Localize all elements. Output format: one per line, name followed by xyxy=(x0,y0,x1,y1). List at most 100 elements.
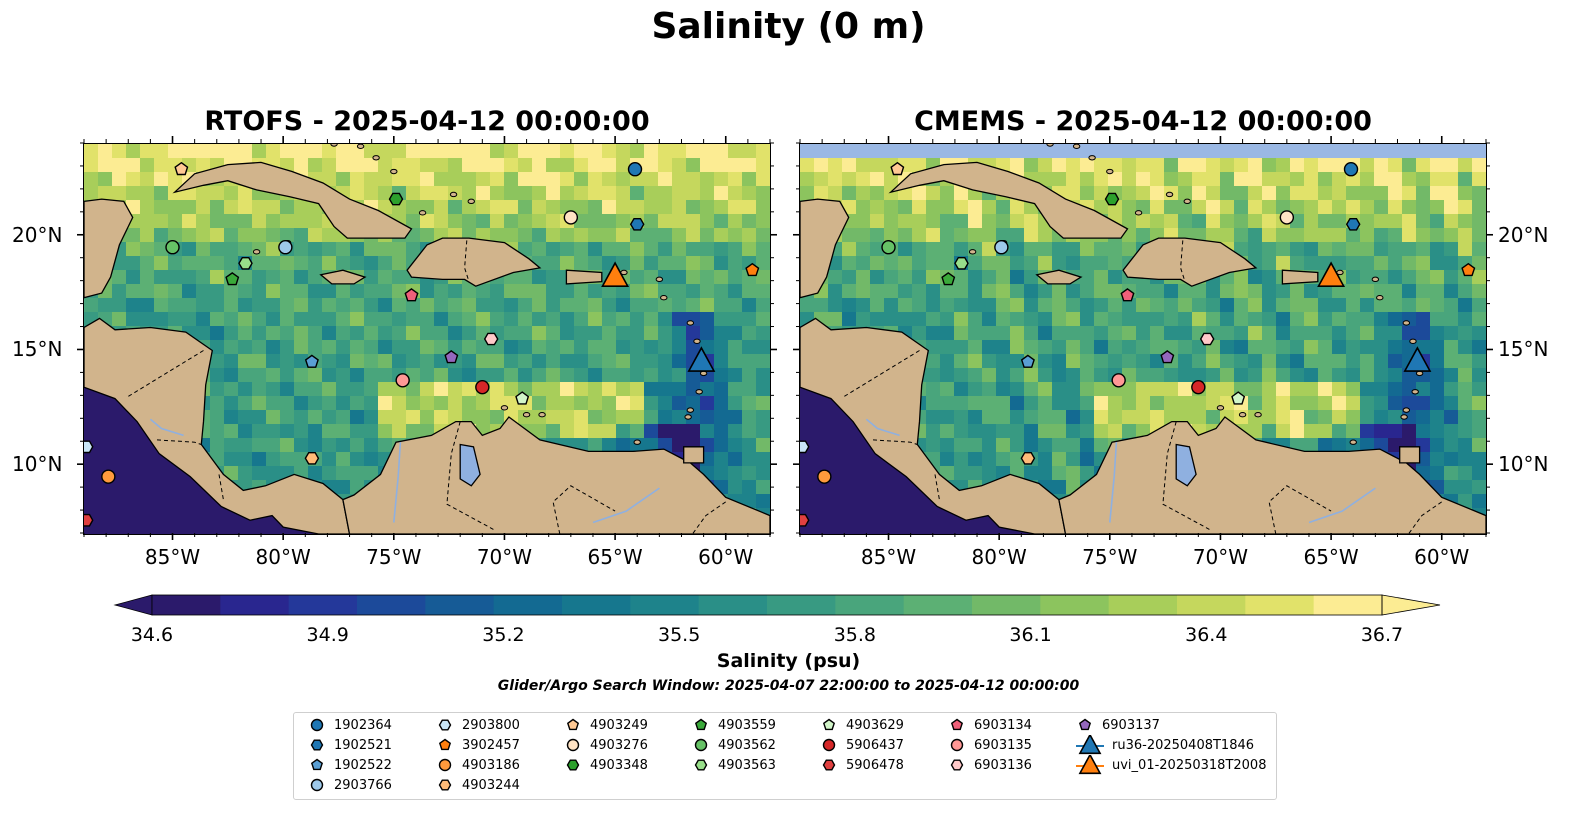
legend-marker-2903800[interactable] xyxy=(438,719,452,731)
float-marker-6903135[interactable] xyxy=(1111,373,1126,388)
legend-marker-2903766[interactable] xyxy=(310,778,324,792)
legend-marker-4903629[interactable] xyxy=(822,718,836,731)
island xyxy=(1216,405,1225,411)
legend-item: 5906478 xyxy=(820,755,904,775)
lon-tick-label: 70°W xyxy=(1192,545,1249,569)
float-marker-4903244[interactable] xyxy=(304,452,320,465)
float-marker-4903186[interactable] xyxy=(817,469,832,484)
float-marker-4903563[interactable] xyxy=(238,256,253,270)
legend-marker-5906437[interactable] xyxy=(822,738,836,752)
lon-tick-label: 80°W xyxy=(971,545,1027,569)
legend-marker-4903244[interactable] xyxy=(438,779,452,791)
float-marker-ru36-20250408T1846[interactable] xyxy=(687,346,716,372)
float-marker-4903249[interactable] xyxy=(174,161,189,176)
island xyxy=(1134,210,1143,216)
float-marker-6903136[interactable] xyxy=(483,332,499,346)
legend-marker-4903348[interactable] xyxy=(566,759,580,771)
float-marker-2903766[interactable] xyxy=(994,240,1009,255)
lon-tick-label: 85°W xyxy=(144,545,201,569)
float-marker-3902457[interactable] xyxy=(1461,262,1476,277)
float-marker-ru36-20250408T1846[interactable] xyxy=(1403,346,1432,372)
legend-marker-6903134[interactable] xyxy=(950,718,964,731)
legend-marker-4903249[interactable] xyxy=(566,718,580,731)
legend-marker-1902522[interactable] xyxy=(310,758,324,771)
float-marker-4903276[interactable] xyxy=(563,210,579,225)
island xyxy=(1046,144,1054,147)
float-marker-1902521[interactable] xyxy=(1345,217,1361,231)
legend-marker-4903186[interactable] xyxy=(438,758,452,772)
lat-tick-label-left: 15°N xyxy=(12,337,63,362)
colorbar-segment xyxy=(698,595,768,615)
country-border xyxy=(844,350,920,397)
float-marker-5906437[interactable] xyxy=(1191,379,1206,395)
float-marker-1902364[interactable] xyxy=(627,162,643,177)
legend-marker-icon xyxy=(1076,735,1104,755)
legend-marker-4903276[interactable] xyxy=(566,738,580,752)
float-marker-4903559[interactable] xyxy=(225,272,240,286)
lat-tick-label-right: 15°N xyxy=(1498,337,1549,362)
float-marker-5906478[interactable] xyxy=(800,513,810,527)
legend-marker-ru36-20250408T1846[interactable] xyxy=(1078,735,1102,755)
float-marker-4903562[interactable] xyxy=(165,240,180,255)
float-marker-4903563[interactable] xyxy=(954,256,969,270)
cmems-map-panel[interactable] xyxy=(799,143,1487,535)
float-marker-4903559[interactable] xyxy=(941,272,956,286)
float-marker-4903348[interactable] xyxy=(388,192,404,206)
colorbar-segment xyxy=(1177,595,1246,615)
float-marker-6903137[interactable] xyxy=(444,350,459,364)
lon-tick-label: 85°W xyxy=(860,545,917,569)
legend-marker-icon xyxy=(566,759,580,771)
float-marker-1902521[interactable] xyxy=(629,217,645,231)
legend-marker-4903559[interactable] xyxy=(694,718,708,731)
legend-marker-6903135[interactable] xyxy=(950,738,964,752)
tick-marks xyxy=(793,136,1493,540)
float-marker-uvi_01-20250318T2008[interactable] xyxy=(1317,261,1346,287)
island xyxy=(1254,412,1262,418)
float-marker-6903135[interactable] xyxy=(395,373,410,388)
legend-marker-4903562[interactable] xyxy=(694,738,708,752)
float-marker-6903134[interactable] xyxy=(404,288,419,302)
legend-marker-6903136[interactable] xyxy=(950,759,964,771)
legend-label: 5906478 xyxy=(846,757,904,773)
float-marker-4903249[interactable] xyxy=(890,161,905,176)
island xyxy=(330,144,338,147)
float-marker-6903136[interactable] xyxy=(1199,332,1215,346)
colorbar-segment xyxy=(288,595,358,615)
legend-marker-5906478[interactable] xyxy=(822,759,836,771)
float-marker-4903276[interactable] xyxy=(1279,210,1295,225)
float-marker-4903562[interactable] xyxy=(881,240,896,255)
legend-item: 4903559 xyxy=(692,715,776,735)
float-marker-4903348[interactable] xyxy=(1104,192,1120,206)
legend-marker-1902521[interactable] xyxy=(310,739,324,751)
legend-item: 6903135 xyxy=(948,735,1032,755)
legend-marker-3902457[interactable] xyxy=(438,738,452,751)
float-marker-4903629[interactable] xyxy=(1231,391,1246,405)
legend-marker-icon xyxy=(438,758,452,772)
float-marker-6903137[interactable] xyxy=(1160,350,1175,364)
float-marker-4903244[interactable] xyxy=(1020,452,1036,465)
float-marker-2903800[interactable] xyxy=(84,440,94,454)
float-marker-2903800[interactable] xyxy=(800,440,810,454)
legend-marker-4903563[interactable] xyxy=(694,759,708,771)
float-marker-1902522[interactable] xyxy=(1020,354,1035,368)
legend-marker-6903137[interactable] xyxy=(1078,718,1092,731)
legend-label: 2903800 xyxy=(462,717,520,733)
float-marker-4903629[interactable] xyxy=(515,391,530,405)
float-marker-1902522[interactable] xyxy=(304,354,319,368)
lon-tick-label: 75°W xyxy=(366,545,422,569)
legend-item: 6903136 xyxy=(948,755,1032,775)
legend-marker-icon xyxy=(310,778,324,792)
float-marker-5906478[interactable] xyxy=(84,513,94,527)
legend-marker-uvi_01-20250318T2008[interactable] xyxy=(1078,755,1102,775)
float-marker-3902457[interactable] xyxy=(745,262,760,277)
float-marker-4903186[interactable] xyxy=(101,469,116,484)
legend-item: 4903244 xyxy=(436,775,520,795)
rtofs-map-panel[interactable] xyxy=(83,143,771,535)
country-border xyxy=(464,240,470,282)
float-marker-uvi_01-20250318T2008[interactable] xyxy=(601,261,630,287)
float-marker-2903766[interactable] xyxy=(278,240,293,255)
float-marker-1902364[interactable] xyxy=(1343,162,1359,177)
float-marker-6903134[interactable] xyxy=(1120,288,1135,302)
legend-marker-1902364[interactable] xyxy=(310,718,324,732)
float-marker-5906437[interactable] xyxy=(475,379,490,395)
